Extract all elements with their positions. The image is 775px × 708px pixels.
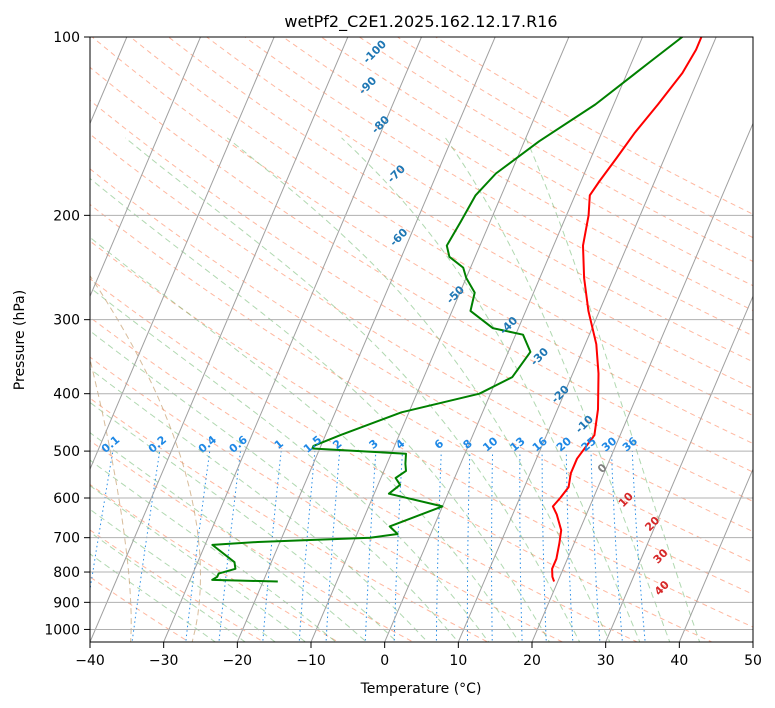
- x-tick-label: 30: [597, 653, 615, 669]
- x-tick-label: −30: [149, 653, 179, 669]
- x-tick-label: −10: [296, 653, 326, 669]
- x-tick-label: 20: [523, 653, 541, 669]
- x-tick-label: 40: [670, 653, 688, 669]
- chart-title: wetPf2_C2E1.2025.162.12.17.R16: [284, 12, 557, 32]
- x-tick-label: 0: [380, 653, 389, 669]
- y-tick-label: 200: [53, 208, 80, 224]
- y-tick-label: 700: [53, 531, 80, 547]
- y-tick-label: 300: [53, 313, 80, 329]
- x-tick-label: 50: [744, 653, 762, 669]
- y-tick-label: 400: [53, 387, 80, 403]
- x-tick-label: −20: [223, 653, 253, 669]
- y-tick-label: 100: [53, 30, 80, 46]
- y-tick-label: 1000: [44, 622, 80, 638]
- y-axis-label: Pressure (hPa): [12, 290, 28, 390]
- y-tick-label: 600: [53, 491, 80, 507]
- x-tick-label: −40: [75, 653, 105, 669]
- x-axis-label: Temperature (°C): [360, 681, 482, 697]
- y-tick-label: 900: [53, 595, 80, 611]
- y-tick-label: 800: [53, 565, 80, 581]
- y-tick-label: 500: [53, 444, 80, 460]
- x-tick-label: 10: [449, 653, 467, 669]
